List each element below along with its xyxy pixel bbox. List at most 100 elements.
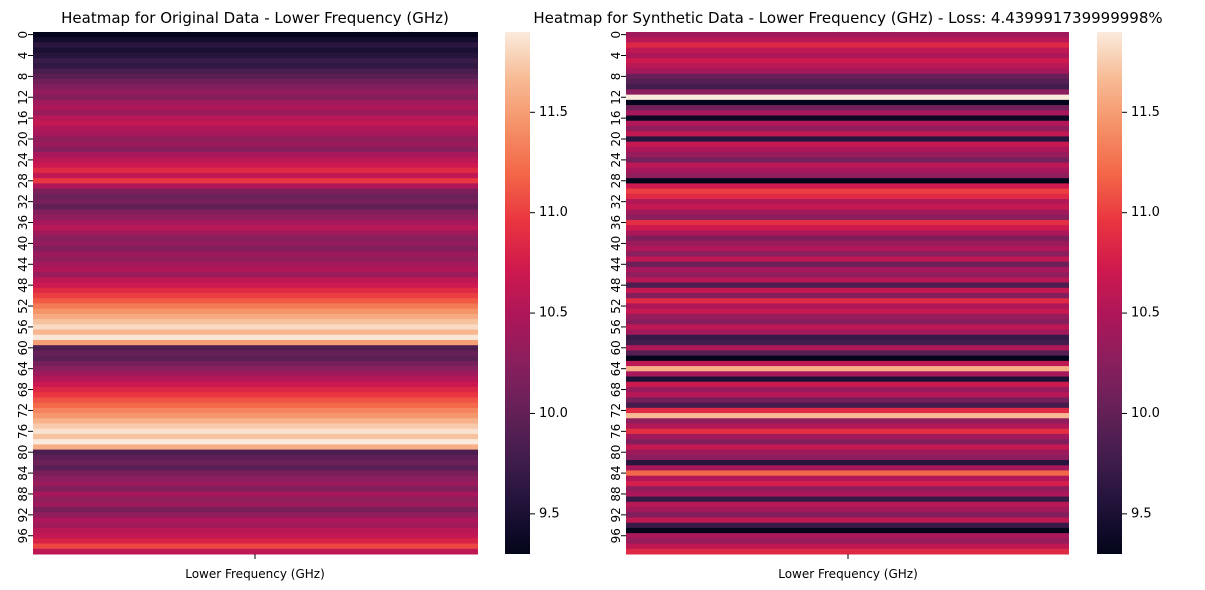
- heatmap-synthetic-y-tick-label: 0: [609, 31, 623, 39]
- heatmap-original-cell: [33, 110, 478, 117]
- heatmap-original-cell: [33, 193, 478, 200]
- heatmap-original-y-tick-label: 12: [16, 90, 30, 105]
- heatmap-synthetic-cell: [626, 371, 1069, 378]
- heatmap-synthetic-y-tick-label: 72: [609, 403, 623, 418]
- heatmap-original-cell: [33, 120, 478, 127]
- heatmap-synthetic-y-ticks: 0481216202428323640444852566064687276808…: [609, 31, 626, 543]
- heatmap-original-title: Heatmap for Original Data - Lower Freque…: [61, 9, 449, 27]
- heatmap-original-y-tick-label: 80: [16, 445, 30, 460]
- heatmap-synthetic-cell: [626, 94, 1069, 101]
- heatmap-original-y-ticks: 0481216202428323640444852566064687276808…: [16, 31, 33, 543]
- heatmap-original-y-tick-label: 48: [16, 278, 30, 293]
- heatmap-synthetic-cell: [626, 110, 1069, 117]
- heatmap-synthetic-cell: [626, 470, 1069, 477]
- heatmap-original-cell: [33, 465, 478, 471]
- heatmap-original-cell: [33, 37, 478, 43]
- heatmap-original-cell: [33, 256, 478, 263]
- heatmap-original-colorbar-gradient: [505, 32, 530, 554]
- heatmap-synthetic-cell: [626, 345, 1069, 351]
- heatmap-synthetic-colorbar-tick-label: 10.0: [1131, 406, 1160, 421]
- heatmap-original-cell: [33, 303, 478, 310]
- heatmap-synthetic-cell: [626, 193, 1069, 200]
- heatmap-original-cell: [33, 73, 478, 80]
- heatmap-synthetic-cell: [626, 527, 1069, 534]
- heatmap-synthetic-y-tick-label: 28: [609, 173, 623, 188]
- heatmap-original-y-tick-label: 28: [16, 173, 30, 188]
- heatmap-original-y-tick-label: 76: [16, 424, 30, 439]
- heatmap-synthetic-cell: [626, 512, 1069, 518]
- heatmap-original-cell: [33, 42, 478, 49]
- heatmap-original-cell: [33, 413, 478, 419]
- heatmap-original-cell: [33, 225, 478, 231]
- heatmap-synthetic-cell: [626, 533, 1069, 539]
- heatmap-original-cell: [33, 298, 478, 304]
- heatmap-original-colorbar-tick-label: 11.5: [539, 105, 568, 120]
- heatmap-synthetic-y-tick-label: 12: [609, 90, 623, 105]
- heatmap-original-cell: [33, 371, 478, 378]
- heatmap-synthetic-cell: [626, 52, 1069, 59]
- heatmap-synthetic-cell: [626, 439, 1069, 445]
- heatmap-original-cell: [33, 94, 478, 101]
- heatmap-original-cell: [33, 230, 478, 237]
- heatmap-synthetic-cell: [626, 188, 1069, 195]
- heatmap-synthetic-cell: [626, 219, 1069, 226]
- heatmap-original-cell: [33, 512, 478, 518]
- heatmap-synthetic-y-tick-label: 16: [609, 110, 623, 125]
- heatmap-original-cell: [33, 345, 478, 351]
- heatmap-synthetic-y-tick-label: 84: [609, 465, 623, 480]
- heatmap-original-cell: [33, 58, 478, 64]
- heatmap-synthetic-cell: [626, 402, 1069, 409]
- heatmap-original-y-tick-label: 24: [16, 152, 30, 167]
- heatmap-original-cell: [33, 52, 478, 59]
- heatmap-synthetic-y-tick-label: 52: [609, 298, 623, 313]
- heatmap-synthetic-cell: [626, 433, 1069, 440]
- heatmap-original-cell: [33, 507, 478, 513]
- heatmap-synthetic-cell: [626, 313, 1069, 320]
- heatmap-synthetic-cell: [626, 120, 1069, 127]
- heatmap-synthetic-cell: [626, 136, 1069, 143]
- heatmap-original-cell: [33, 240, 478, 247]
- heatmap-original-y-tick-label: 56: [16, 319, 30, 334]
- heatmap-original-cell: [33, 496, 478, 503]
- heatmap-original-cell: [33, 188, 478, 195]
- heatmap-original-cell: [33, 146, 478, 153]
- heatmap-original-y-tick-label: 72: [16, 403, 30, 418]
- heatmap-original-cell: [33, 313, 478, 320]
- heatmap-original-y-tick-label: 4: [16, 52, 30, 60]
- heatmap-original-cell: [33, 199, 478, 205]
- heatmap-synthetic-y-tick-label: 44: [609, 257, 623, 272]
- heatmap-synthetic-title: Heatmap for Synthetic Data - Lower Frequ…: [533, 9, 1162, 27]
- heatmap-original-cell: [33, 167, 478, 174]
- heatmap-original-cell: [33, 533, 478, 539]
- heatmap-synthetic-cell: [626, 89, 1069, 96]
- heatmap-synthetic-panel: Heatmap for Synthetic Data - Lower Frequ…: [533, 9, 1162, 581]
- heatmap-original-y-tick-label: 88: [16, 486, 30, 501]
- heatmap-synthetic-cell: [626, 230, 1069, 237]
- heatmap-synthetic-cell: [626, 99, 1069, 106]
- heatmap-synthetic-cell: [626, 454, 1069, 461]
- heatmap-synthetic-cell: [626, 125, 1069, 132]
- heatmap-original-cell: [33, 355, 478, 362]
- heatmap-original-cell: [33, 136, 478, 143]
- heatmap-synthetic-cell: [626, 73, 1069, 80]
- heatmap-synthetic-y-tick-label: 4: [609, 52, 623, 60]
- heatmap-original-cell: [33, 460, 478, 466]
- heatmap-synthetic-y-tick-label: 8: [609, 73, 623, 81]
- heatmap-original-cell: [33, 125, 478, 132]
- heatmap-original-cell: [33, 209, 478, 216]
- heatmap-original-cell: [33, 334, 478, 341]
- heatmap-synthetic-cell: [626, 428, 1069, 435]
- heatmap-synthetic-cell: [626, 214, 1069, 221]
- heatmap-original-cell: [33, 235, 478, 242]
- heatmap-original-cell: [33, 63, 478, 70]
- heatmap-original-cell: [33, 319, 478, 325]
- heatmap-synthetic-colorbar-gradient: [1097, 32, 1122, 554]
- heatmap-original-cell: [33, 178, 478, 184]
- heatmap-synthetic-y-tick-label: 60: [609, 340, 623, 355]
- heatmap-original-cell: [33, 486, 478, 492]
- heatmap-synthetic-cell: [626, 204, 1069, 210]
- heatmap-synthetic-cell: [626, 491, 1069, 498]
- heatmap-original-cell: [33, 214, 478, 221]
- heatmap-original-xlabel: Lower Frequency (GHz): [185, 567, 325, 581]
- heatmap-original-colorbar: 9.5 10.0 10.5 11.0 11.5: [505, 32, 568, 554]
